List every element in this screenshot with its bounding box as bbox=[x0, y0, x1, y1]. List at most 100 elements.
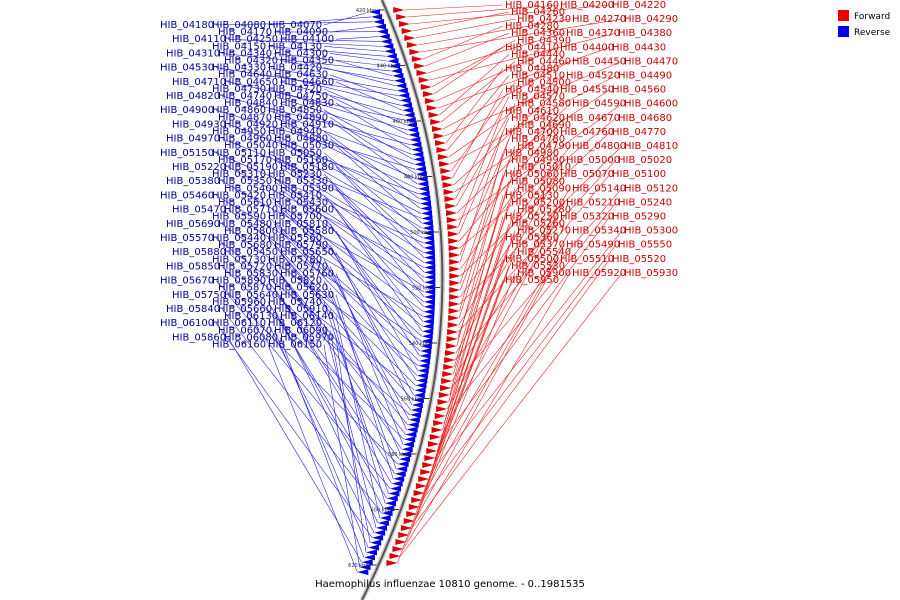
forward-gene-arrow bbox=[445, 350, 457, 356]
reverse-connector bbox=[323, 67, 396, 86]
kbp-ticks: 420 kbp 440 kbp 460 kbp 480 kbp 500 kbp 520 k… bbox=[348, 8, 441, 569]
forward-connector bbox=[459, 124, 516, 256]
reverse-connector bbox=[267, 67, 397, 91]
forward-gene-arrow bbox=[404, 35, 416, 41]
reverse-gene-label: HIB_05460 bbox=[160, 190, 214, 201]
forward-gene-label: HIB_04410 bbox=[505, 42, 559, 53]
reverse-gene-arrow bbox=[406, 426, 418, 433]
forward-gene-label: HIB_04480 bbox=[505, 63, 559, 74]
forward-connector bbox=[452, 89, 504, 179]
forward-gene-arrow bbox=[440, 385, 452, 391]
forward-connector bbox=[422, 25, 504, 60]
forward-gene-label: HIB_05120 bbox=[624, 183, 678, 194]
reverse-gene-label: HIB_06110 bbox=[212, 318, 266, 329]
reverse-gene-label: HIB_04710 bbox=[172, 77, 226, 88]
forward-connector bbox=[407, 4, 559, 18]
forward-gene-arrow bbox=[447, 231, 459, 237]
legend-reverse-swatch bbox=[838, 26, 849, 37]
forward-gene-label: HIB_04800 bbox=[572, 141, 626, 152]
reverse-gene-label: HIB_05160 bbox=[274, 155, 328, 166]
reverse-gene-label: HIB_05820 bbox=[268, 276, 322, 287]
forward-gene-arrow bbox=[422, 91, 434, 97]
forward-gene-label: HIB_05280 bbox=[517, 204, 571, 215]
forward-gene-label: HIB_05000 bbox=[566, 155, 620, 166]
reverse-connector bbox=[273, 330, 369, 548]
reverse-connector bbox=[279, 209, 422, 337]
forward-gene-arrow bbox=[442, 182, 454, 188]
reverse-gene-label: HIB_05750 bbox=[172, 290, 226, 301]
forward-gene-label: HIB_04680 bbox=[618, 113, 672, 124]
reverse-connector bbox=[329, 138, 421, 209]
reverse-gene-arrow bbox=[422, 230, 434, 237]
forward-gene-label: HIB_05950 bbox=[505, 275, 559, 286]
reverse-gene-arrow bbox=[424, 284, 436, 291]
forward-connector bbox=[417, 18, 571, 46]
reverse-gene-arrow bbox=[422, 225, 434, 232]
forward-gene-label: HIB_04280 bbox=[505, 21, 559, 32]
forward-connector bbox=[454, 89, 611, 193]
forward-gene-arrow bbox=[444, 196, 456, 202]
reverse-connector bbox=[329, 202, 424, 322]
reverse-gene-arrow bbox=[405, 431, 417, 438]
reverse-gene-label: HIB_04650 bbox=[224, 77, 278, 88]
reverse-gene-arrow bbox=[397, 461, 409, 467]
forward-connector bbox=[454, 174, 611, 361]
forward-gene-arrow bbox=[408, 504, 420, 510]
reverse-gene-label: HIB_05760 bbox=[280, 269, 334, 280]
reverse-gene-label: HIB_05420 bbox=[212, 190, 266, 201]
reverse-gene-label: HIB_05610 bbox=[218, 198, 272, 209]
reverse-connector bbox=[323, 323, 377, 528]
forward-connector bbox=[459, 117, 617, 249]
reverse-connector bbox=[335, 337, 367, 553]
reverse-gene-arrow bbox=[416, 377, 428, 384]
forward-gene-arrow bbox=[418, 77, 430, 83]
forward-gene-label: HIB_05140 bbox=[572, 183, 626, 194]
forward-connector bbox=[403, 272, 571, 550]
reverse-gene-label: HIB_06150 bbox=[268, 340, 322, 351]
reverse-gene-arrow bbox=[366, 549, 378, 556]
forward-gene-arrow bbox=[442, 371, 454, 377]
forward-gene-label: HIB_04670 bbox=[566, 113, 620, 124]
forward-gene-label: HIB_04790 bbox=[517, 141, 571, 152]
forward-gene-arrow bbox=[428, 112, 440, 118]
reverse-connector bbox=[335, 102, 412, 150]
reverse-gene-label: HIB_04870 bbox=[218, 112, 272, 123]
reverse-connector bbox=[329, 244, 415, 396]
reverse-gene-label: HIB_05440 bbox=[212, 233, 266, 244]
forward-gene-label: HIB_04550 bbox=[560, 85, 614, 96]
reverse-gene-arrow bbox=[424, 274, 436, 281]
forward-gene-arrow bbox=[441, 378, 453, 384]
forward-gene-arrow bbox=[400, 525, 412, 531]
reverse-gene-arrow bbox=[377, 519, 389, 526]
reverse-gene-label: HIB_05170 bbox=[218, 155, 272, 166]
reverse-connector bbox=[279, 81, 404, 116]
reverse-gene-arrow bbox=[412, 151, 424, 158]
reverse-gene-label: HIB_05680 bbox=[218, 240, 272, 251]
reverse-gene-label: HIB_05040 bbox=[224, 141, 278, 152]
reverse-gene-arrow bbox=[373, 18, 385, 25]
reverse-connector bbox=[279, 273, 402, 450]
reverse-gene-arrow bbox=[420, 205, 432, 212]
forward-gene-arrow bbox=[447, 322, 459, 328]
forward-gene-arrow bbox=[444, 357, 456, 363]
forward-gene-label: HIB_04500 bbox=[517, 78, 571, 89]
forward-gene-label: HIB_04230 bbox=[517, 14, 571, 25]
reverse-connector bbox=[267, 216, 421, 352]
reverse-connector bbox=[329, 308, 386, 504]
forward-gene-arrow bbox=[433, 420, 445, 426]
forward-gene-label: HIB_04810 bbox=[624, 141, 678, 152]
forward-gene-arrow bbox=[449, 280, 461, 286]
reverse-gene-label: HIB_05600 bbox=[280, 205, 334, 216]
reverse-gene-label: HIB_04750 bbox=[274, 91, 328, 102]
reverse-gene-label: HIB_04530 bbox=[160, 63, 214, 74]
forward-gene-label: HIB_04430 bbox=[612, 42, 666, 53]
reverse-connector bbox=[323, 301, 389, 494]
forward-gene-label: HIB_04380 bbox=[618, 28, 672, 39]
forward-connector bbox=[459, 152, 504, 312]
reverse-gene-label: HIB_04320 bbox=[224, 56, 278, 67]
forward-gene-label: HIB_04290 bbox=[624, 14, 678, 25]
reverse-gene-arrow bbox=[386, 495, 398, 502]
reverse-gene-arrow bbox=[413, 392, 425, 399]
reverse-gene-label: HIB_05330 bbox=[274, 176, 328, 187]
